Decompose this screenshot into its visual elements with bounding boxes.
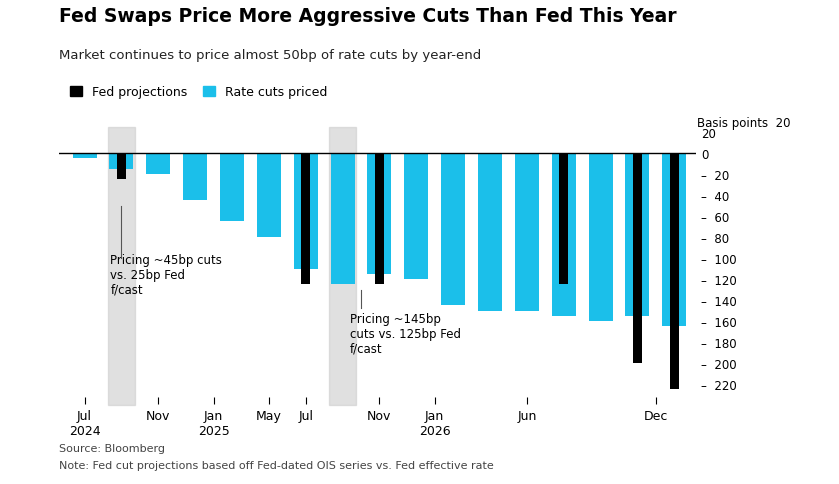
Bar	[670, 154, 679, 390]
Bar	[662, 154, 686, 327]
Bar	[589, 154, 612, 321]
Bar	[183, 154, 207, 201]
Bar	[117, 154, 126, 180]
Bar	[72, 154, 96, 159]
Legend: Fed projections, Rate cuts priced: Fed projections, Rate cuts priced	[65, 81, 332, 104]
Bar	[331, 154, 355, 285]
Bar	[404, 154, 428, 279]
Text: Pricing ~145bp
cuts vs. 125bp Fed
f/cast: Pricing ~145bp cuts vs. 125bp Fed f/cast	[350, 312, 461, 355]
Bar	[301, 154, 310, 285]
Text: Pricing ~45bp cuts
vs. 25bp Fed
f/cast: Pricing ~45bp cuts vs. 25bp Fed f/cast	[111, 253, 222, 296]
Bar	[107, 128, 135, 405]
Text: Note: Fed cut projections based off Fed-dated OIS series vs. Fed effective rate: Note: Fed cut projections based off Fed-…	[59, 460, 493, 470]
Bar	[441, 154, 465, 306]
Bar	[625, 154, 649, 316]
Bar	[109, 154, 133, 169]
Bar	[552, 154, 576, 316]
Text: Fed Swaps Price More Aggressive Cuts Than Fed This Year: Fed Swaps Price More Aggressive Cuts Tha…	[59, 7, 676, 26]
Bar	[329, 128, 357, 405]
Bar	[633, 154, 642, 363]
Text: Basis points  20: Basis points 20	[697, 117, 790, 130]
Bar	[559, 154, 568, 285]
Bar	[146, 154, 170, 175]
Bar	[367, 154, 391, 274]
Text: Source: Bloomberg: Source: Bloomberg	[59, 443, 164, 453]
Text: Market continues to price almost 50bp of rate cuts by year-end: Market continues to price almost 50bp of…	[59, 48, 481, 61]
Bar	[220, 154, 244, 222]
Bar	[257, 154, 281, 238]
Bar	[478, 154, 502, 311]
Bar	[294, 154, 318, 269]
Bar	[375, 154, 384, 285]
Bar	[515, 154, 539, 311]
